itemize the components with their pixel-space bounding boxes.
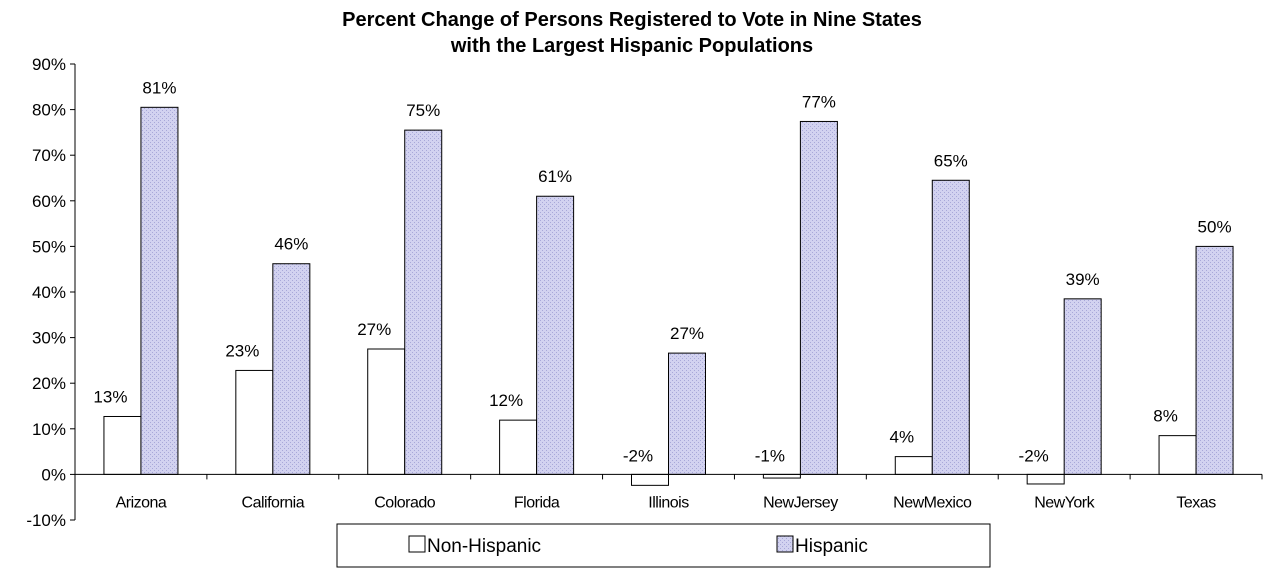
y-tick-label: -10% [26, 511, 66, 530]
data-label-non-hispanic: -2% [623, 446, 653, 465]
data-label-non-hispanic: -2% [1019, 446, 1049, 465]
bar-non-hispanic [762, 473, 801, 479]
bar-hispanic [668, 352, 706, 475]
legend: Non-Hispanic Hispanic [336, 523, 991, 568]
x-category-label: NewMexico [893, 494, 972, 511]
data-label-non-hispanic: -1% [755, 446, 785, 465]
x-category-label: NewJersey [763, 494, 838, 511]
data-label-hispanic: 46% [274, 235, 308, 254]
bar-non-hispanic [894, 456, 933, 475]
y-tick-label: 0% [41, 465, 66, 484]
y-tick-label: 50% [32, 237, 66, 256]
legend-label-hispanic: Hispanic [795, 536, 868, 557]
x-category-label: Illinois [648, 494, 689, 511]
legend-frame [336, 523, 991, 568]
data-label-hispanic: 61% [538, 167, 572, 186]
data-label-hispanic: 39% [1066, 270, 1100, 289]
chart-title-line-2: with the Largest Hispanic Populations [450, 35, 813, 57]
bar-hispanic [1195, 245, 1234, 475]
bars [103, 106, 1234, 486]
y-tick-label: 90% [32, 55, 66, 74]
bar-non-hispanic [499, 419, 538, 475]
bar-hispanic [140, 106, 179, 475]
y-tick-label: 70% [32, 146, 66, 165]
bar-hispanic [799, 120, 838, 475]
y-tick-label: 60% [32, 192, 66, 211]
bar-non-hispanic [103, 415, 142, 475]
y-tick-label: 20% [32, 374, 66, 393]
data-label-non-hispanic: 4% [889, 428, 914, 447]
bar-non-hispanic [1158, 435, 1197, 475]
data-label-non-hispanic: 27% [357, 320, 391, 339]
data-label-non-hispanic: 23% [225, 341, 259, 360]
x-category-label: Florida [514, 494, 560, 511]
y-tick-label: 40% [32, 283, 66, 302]
y-tick-label: 30% [32, 329, 66, 348]
bar-hispanic [1063, 298, 1102, 475]
data-labels: 13% 81% 23% 46% 27% 75% 12% 61% -2% 27% -1% 77% 4% 65… [93, 78, 1231, 465]
legend-label-non-hispanic: Non-Hispanic [427, 536, 541, 557]
data-label-hispanic: 75% [406, 101, 440, 120]
data-label-non-hispanic: 8% [1153, 407, 1178, 426]
bar-non-hispanic [631, 473, 669, 486]
chart-title-line-1: Percent Change of Persons Registered to … [342, 9, 922, 31]
data-label-hispanic: 27% [670, 324, 704, 343]
x-category-label: Texas [1176, 494, 1216, 511]
bar-hispanic [404, 129, 443, 475]
data-label-hispanic: 65% [934, 151, 968, 170]
legend-swatch-hispanic [776, 535, 794, 553]
x-category-label: California [242, 494, 305, 511]
data-label-hispanic: 77% [802, 92, 836, 111]
x-category-label: NewYork [1034, 494, 1095, 511]
bar-hispanic [272, 263, 311, 475]
bar-non-hispanic [367, 348, 406, 475]
x-category-label: Arizona [116, 494, 167, 511]
y-tick-label: 10% [32, 420, 66, 439]
bar-non-hispanic [1026, 473, 1065, 485]
y-axis: -10% 0% 10% 20% 30% 40% 50% 60% 70% 80% 90% [26, 55, 76, 530]
x-category-label: Colorado [374, 494, 436, 511]
bar-hispanic [931, 179, 970, 475]
data-label-hispanic: 81% [142, 78, 176, 97]
legend-swatch-non-hispanic [408, 535, 426, 553]
bar-non-hispanic [235, 369, 274, 475]
data-label-hispanic: 50% [1198, 217, 1232, 236]
data-label-non-hispanic: 13% [93, 387, 127, 406]
data-label-non-hispanic: 12% [489, 391, 523, 410]
bar-hispanic [536, 195, 575, 475]
x-axis: Arizona California Colorado Florida Illinois… [74, 473, 1263, 511]
y-tick-label: 80% [32, 101, 66, 120]
